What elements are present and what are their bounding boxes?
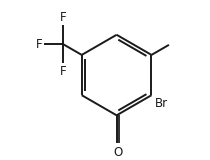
Text: O: O (113, 146, 122, 159)
Text: F: F (60, 11, 66, 24)
Text: F: F (35, 38, 42, 51)
Text: Br: Br (155, 97, 168, 110)
Text: F: F (60, 64, 66, 77)
